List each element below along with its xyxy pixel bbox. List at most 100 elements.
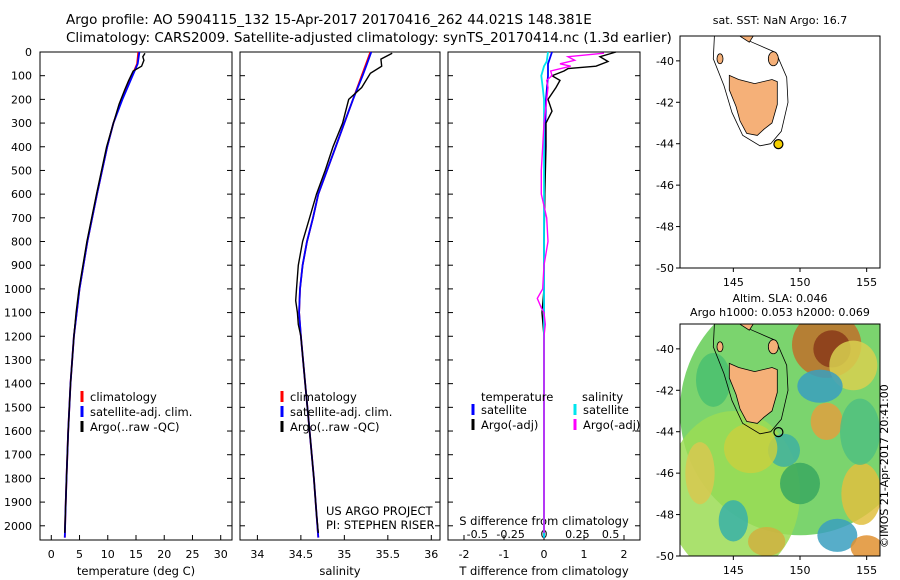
series-line-0 — [298, 51, 372, 538]
map-y-tick-label: -42 — [656, 384, 674, 397]
y-tick-label: 700 — [11, 212, 32, 225]
x-axis-label: T difference from climatology — [458, 564, 629, 578]
sla-blob — [724, 423, 778, 474]
x-tick-label: 25 — [185, 548, 199, 561]
x-tick-label: 35 — [337, 548, 351, 561]
x-tick-label: 0 — [48, 548, 55, 561]
x-tick-label: 30 — [214, 548, 228, 561]
legend-label: satellite-adj. clim. — [290, 405, 392, 419]
x-tick-label: 5 — [76, 548, 83, 561]
header-line-2: Climatology: CARS2009. Satellite-adjuste… — [66, 30, 672, 46]
y-tick-label: 1600 — [4, 425, 32, 438]
argo-float-marker — [773, 139, 784, 150]
legend-label: Argo(-adj) — [583, 418, 640, 432]
y-tick-label: 800 — [11, 236, 32, 249]
s-tick-label: 0.25 — [565, 528, 590, 541]
mainland — [680, 324, 814, 331]
legend-label: climatology — [290, 390, 357, 404]
x-tick-label: 34.5 — [289, 548, 314, 561]
series-line-1 — [541, 51, 617, 533]
y-tick-label: 1900 — [4, 496, 32, 509]
sla-blob — [797, 369, 843, 403]
y-tick-label: 1700 — [4, 449, 32, 462]
legend-label: Argo(-adj) — [481, 418, 538, 432]
legend-label: satellite — [583, 403, 629, 417]
map-y-tick-label: -46 — [656, 467, 674, 480]
series-line-3 — [536, 52, 605, 533]
x-tick-label: 10 — [101, 548, 115, 561]
flinders-island — [767, 51, 779, 67]
annotation-line: PI: STEPHEN RISER — [326, 518, 435, 532]
x-axis-label: temperature (deg C) — [77, 564, 195, 578]
y-tick-label: 1300 — [4, 354, 32, 367]
map-x-tick-label: 155 — [856, 564, 877, 577]
mainland — [680, 36, 814, 43]
plot-frame — [239, 51, 441, 541]
sla-blob — [696, 353, 731, 407]
y-tick-label: 500 — [11, 164, 32, 177]
map-y-tick-label: -46 — [656, 179, 674, 192]
y-tick-label: 0 — [25, 46, 32, 59]
map-y-tick-label: -42 — [656, 96, 674, 109]
sla-map-title-1: Altim. SLA: 0.046 — [732, 292, 827, 305]
series-line-1 — [63, 51, 141, 538]
y-tick-label: 1200 — [4, 330, 32, 343]
temperature-panel: 0100200300400500600700800900100011001200… — [4, 46, 233, 578]
legend-label: climatology — [90, 390, 157, 404]
header-line-1: Argo profile: AO 5904115_132 15-Apr-2017… — [66, 12, 592, 28]
y-tick-label: 400 — [11, 141, 32, 154]
series-line-2 — [64, 52, 146, 533]
map-frame — [679, 35, 881, 269]
x-tick-label: -1 — [499, 548, 510, 561]
x-tick-label: 35.5 — [376, 548, 401, 561]
map-x-tick-label: 150 — [790, 564, 811, 577]
sst-map-panel: -40 -42 -44 -46 -48 -50 145 150 155 sat. SST: NaN… — [656, 14, 881, 289]
y-tick-label: 1500 — [4, 401, 32, 414]
map-y-tick-label: -48 — [656, 509, 674, 522]
series-line-0 — [543, 51, 553, 538]
x-tick-label: 15 — [129, 548, 143, 561]
sla-blob — [840, 398, 880, 465]
map-x-tick-label: 150 — [790, 276, 811, 289]
map-frame — [679, 323, 881, 557]
y-tick-label: 1400 — [4, 378, 32, 391]
x-tick-label: -2 — [459, 548, 470, 561]
series-line-2 — [294, 52, 393, 533]
map-y-tick-label: -48 — [656, 221, 674, 234]
tasmania-land — [728, 362, 778, 424]
tasmania-land — [728, 74, 778, 136]
legend-label: Argo(..raw -QC) — [290, 420, 380, 434]
map-y-tick-label: -44 — [656, 426, 674, 439]
map-y-tick-label: -50 — [656, 550, 674, 563]
argo-float-marker — [773, 427, 784, 438]
sla-blob — [841, 462, 880, 525]
s-tick-label: 0.5 — [602, 528, 620, 541]
salinity-panel: 34 34.5 35 35.5 36 salinity climatologysatelli… — [239, 51, 441, 578]
sla-blob — [780, 462, 820, 505]
x-tick-label: 2 — [621, 548, 628, 561]
y-tick-label: 600 — [11, 188, 32, 201]
sla-blob — [829, 340, 878, 391]
x-tick-label: 20 — [157, 548, 171, 561]
sla-map-title-2: Argo h1000: 0.053 h2000: 0.069 — [690, 306, 870, 319]
map-x-tick-label: 155 — [856, 276, 877, 289]
map-background — [680, 36, 880, 268]
y-tick-label: 2000 — [4, 520, 32, 533]
sla-blob — [748, 527, 786, 556]
series-line-1 — [298, 51, 373, 538]
series-line-0 — [63, 51, 140, 538]
y-tick-label: 900 — [11, 259, 32, 272]
x-tick-label: 0 — [541, 548, 548, 561]
x-tick-label: 36 — [424, 548, 438, 561]
y-tick-label: 300 — [11, 117, 32, 130]
map-x-tick-label: 145 — [723, 564, 744, 577]
sla-map-panel: -40 -42 -44 -46 -48 -50 145 150 155 Altim. SLA: 0… — [656, 292, 881, 577]
y-tick-label: 1800 — [4, 472, 32, 485]
y-tick-label: 1100 — [4, 307, 32, 320]
king-island — [716, 53, 724, 65]
legend-label: Argo(..raw -QC) — [90, 420, 180, 434]
sla-blob — [685, 442, 715, 505]
x-axis-label: salinity — [319, 564, 360, 578]
